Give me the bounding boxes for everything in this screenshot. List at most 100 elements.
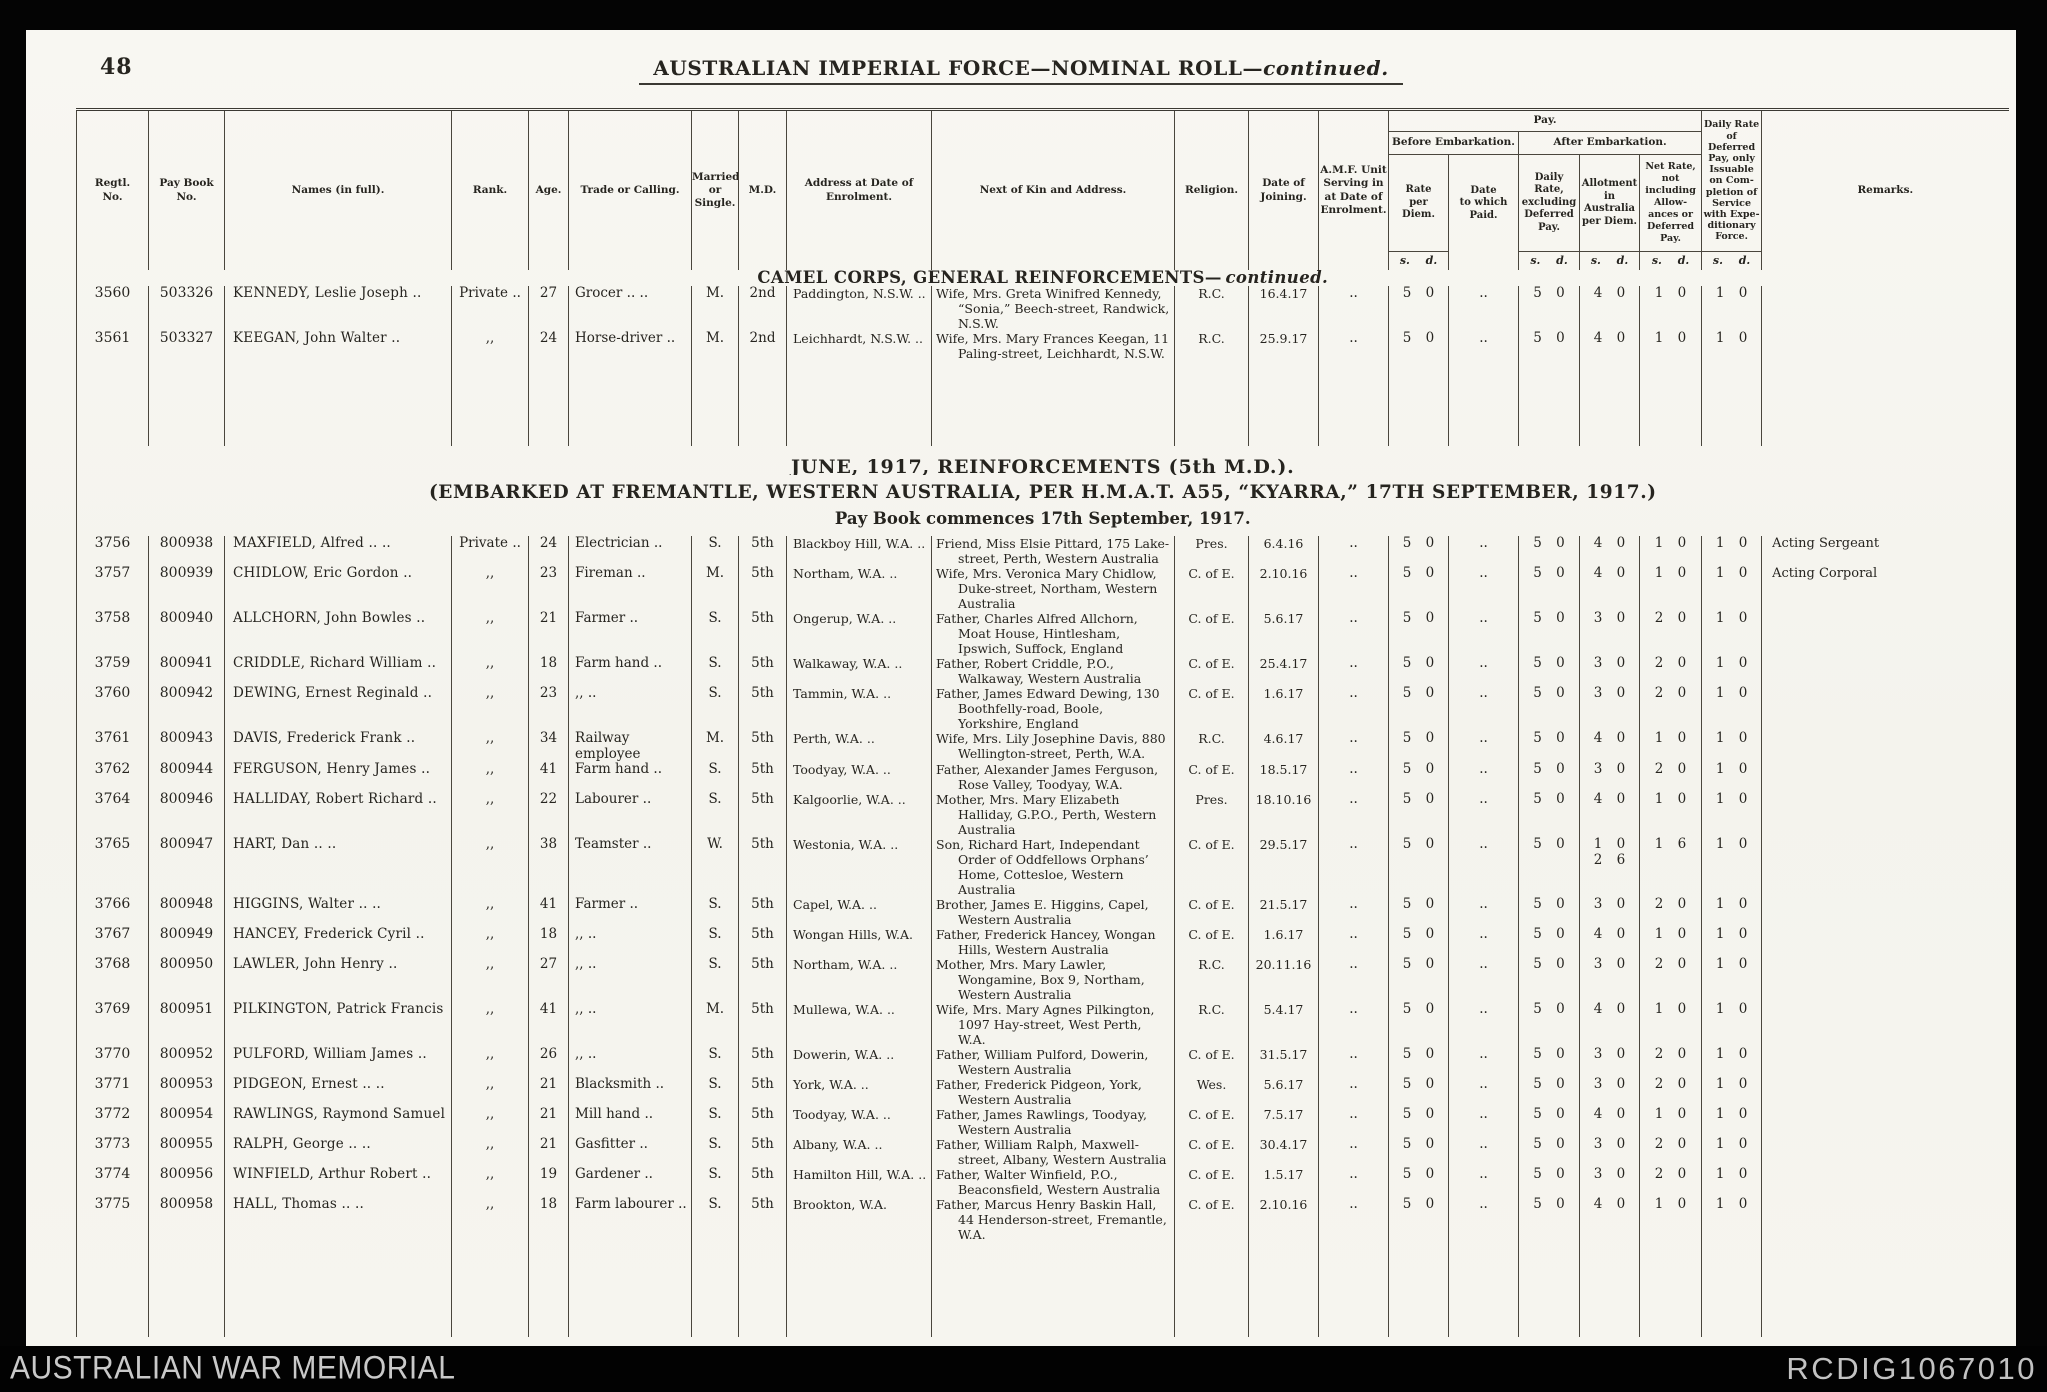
cell-md: 2nd: [738, 285, 787, 331]
cell-name: HANCEY, Frederick Cyril ..: [224, 927, 452, 957]
cell-married-single: [691, 1242, 739, 1337]
cell-next-of-kin: Father, James Rawlings, Toodyay, Western…: [931, 1107, 1175, 1137]
cell-paybook-no: 800953: [148, 1077, 225, 1107]
sd-label: s. d.: [1638, 251, 1702, 270]
cell-deferred-pay: [1701, 360, 1762, 446]
cell-rank: ,,: [451, 731, 529, 762]
cell-religion: C. of E.: [1174, 656, 1249, 686]
cell-rate-per-diem: 5 0: [1388, 686, 1449, 731]
cell-address: Westonia, W.A. ..: [786, 837, 932, 897]
cell-regtl-no: 3767: [76, 927, 149, 957]
cell-next-of-kin: Wife, Mrs. Lily Josephine Davis, 880 Wel…: [931, 731, 1175, 762]
cell-name: PIDGEON, Ernest .. ..: [224, 1077, 452, 1107]
cell-rate-per-diem: 5 0: [1388, 731, 1449, 762]
cell-age: 41: [528, 762, 569, 792]
cell-regtl-no: 3766: [76, 897, 149, 927]
cell-rate-per-diem: [1388, 360, 1449, 446]
cell-allotment: 3 0: [1579, 1047, 1640, 1077]
cell-address: [786, 1242, 932, 1337]
cell-paybook-no: 800951: [148, 1002, 225, 1047]
cell-amf-unit: ..: [1318, 837, 1389, 897]
cell-married-single: [691, 360, 739, 446]
cell-rank: ,,: [451, 611, 529, 656]
cell-address: Blackboy Hill, W.A. ..: [786, 536, 932, 566]
cell-rank: ,,: [451, 566, 529, 611]
cell-allotment: 4 0: [1579, 1197, 1640, 1242]
cell-rate-per-diem: 5 0: [1388, 1167, 1449, 1197]
cell-amf-unit: ..: [1318, 897, 1389, 927]
cell-remarks: [1761, 1077, 2009, 1107]
cell-trade: Horse-driver ..: [568, 330, 692, 361]
cell-date-of-joining: 30.4.17: [1248, 1137, 1319, 1167]
table-row: 3761 800943 DAVIS, Frederick Frank .. ,,…: [76, 731, 2009, 762]
cell-md: 5th: [738, 1107, 787, 1137]
cell-married-single: M.: [691, 1002, 739, 1047]
cell-rank: ,,: [451, 792, 529, 837]
archive-name: AUSTRALIAN WAR MEMORIAL: [10, 1350, 456, 1387]
cell-rank: ,,: [451, 1197, 529, 1242]
cell-date-of-joining: 25.4.17: [1248, 656, 1319, 686]
cell-rank: [451, 360, 529, 446]
cell-amf-unit: ..: [1318, 611, 1389, 656]
cell-address: Mullewa, W.A. ..: [786, 1002, 932, 1047]
cell-allotment: [1579, 1242, 1640, 1337]
cell-address: Toodyay, W.A. ..: [786, 1107, 932, 1137]
cell-age: 26: [528, 1047, 569, 1077]
col-header-religion: Religion.: [1174, 108, 1249, 270]
col-header-net-rate: Net Rate, not including Allow- ances or …: [1638, 154, 1702, 252]
cell-religion: [1174, 1242, 1249, 1337]
cell-remarks: [1761, 731, 2009, 762]
cell-daily-rate: 5 0: [1518, 1107, 1580, 1137]
cell-rank: ,,: [451, 837, 529, 897]
cell-allotment: 3 0: [1579, 611, 1640, 656]
cell-allotment: 4 0: [1579, 927, 1640, 957]
cell-name: HART, Dan .. ..: [224, 837, 452, 897]
cell-next-of-kin: Father, Marcus Henry Baskin Hall, 44 Hen…: [931, 1197, 1175, 1242]
cell-paybook-no: 800954: [148, 1107, 225, 1137]
page-title-suffix: continued.: [1263, 56, 1389, 80]
cell-date-to-which-paid: ..: [1448, 686, 1519, 731]
cell-paybook-no: 800940: [148, 611, 225, 656]
cell-net-rate: 2 0: [1638, 762, 1702, 792]
cell-deferred-pay: 1 0: [1701, 566, 1762, 611]
cell-paybook-no: 800948: [148, 897, 225, 927]
cell-net-rate: 2 0: [1638, 1047, 1702, 1077]
cell-rank: Private ..: [451, 285, 529, 331]
cell-deferred-pay: 1 0: [1701, 1167, 1762, 1197]
cell-paybook-no: 800941: [148, 656, 225, 686]
table-row: 3774 800956 WINFIELD, Arthur Robert .. ,…: [76, 1167, 2009, 1197]
cell-remarks: Acting Corporal: [1761, 566, 2009, 611]
cell-age: [528, 1242, 569, 1337]
cell-next-of-kin: Brother, James E. Higgins, Capel, Wester…: [931, 897, 1175, 927]
cell-paybook-no: 800949: [148, 927, 225, 957]
cell-trade: Gardener ..: [568, 1167, 692, 1197]
cell-daily-rate: 5 0: [1518, 1137, 1580, 1167]
cell-net-rate: 1 0: [1638, 566, 1702, 611]
cell-net-rate: 2 0: [1638, 1137, 1702, 1167]
cell-daily-rate: [1518, 360, 1580, 446]
cell-religion: C. of E.: [1174, 1107, 1249, 1137]
cell-rank: Private ..: [451, 536, 529, 566]
cell-regtl-no: 3768: [76, 957, 149, 1002]
cell-amf-unit: ..: [1318, 686, 1389, 731]
cell-net-rate: 1 0: [1638, 927, 1702, 957]
cell-next-of-kin: Father, Charles Alfred Allchorn, Moat Ho…: [931, 611, 1175, 656]
cell-trade: Railway employee: [568, 731, 692, 762]
cell-regtl-no: 3774: [76, 1167, 149, 1197]
cell-deferred-pay: 1 0: [1701, 611, 1762, 656]
cell-date-of-joining: 5.4.17: [1248, 1002, 1319, 1047]
cell-date-to-which-paid: ..: [1448, 330, 1519, 361]
cell-age: 21: [528, 611, 569, 656]
cell-next-of-kin: Father, Walter Winfield, P.O., Beaconsfi…: [931, 1167, 1175, 1197]
cell-married-single: S.: [691, 1137, 739, 1167]
col-header-married-single: Married or Single.: [691, 108, 739, 270]
cell-next-of-kin: [931, 1242, 1175, 1337]
page-title-main: AUSTRALIAN IMPERIAL FORCE—NOMINAL ROLL—: [653, 56, 1264, 80]
cell-name: [224, 1242, 452, 1337]
roll-table-body: CAMEL CORPS, GENERAL REINFORCEMENTS— con…: [75, 270, 2009, 1337]
cell-religion: [1174, 360, 1249, 446]
footer-bar: AUSTRALIAN WAR MEMORIAL RCDIG1067010: [0, 1346, 2047, 1392]
cell-next-of-kin: Son, Richard Hart, Independant Order of …: [931, 837, 1175, 897]
cell-daily-rate: 5 0: [1518, 762, 1580, 792]
cell-religion: Pres.: [1174, 536, 1249, 566]
